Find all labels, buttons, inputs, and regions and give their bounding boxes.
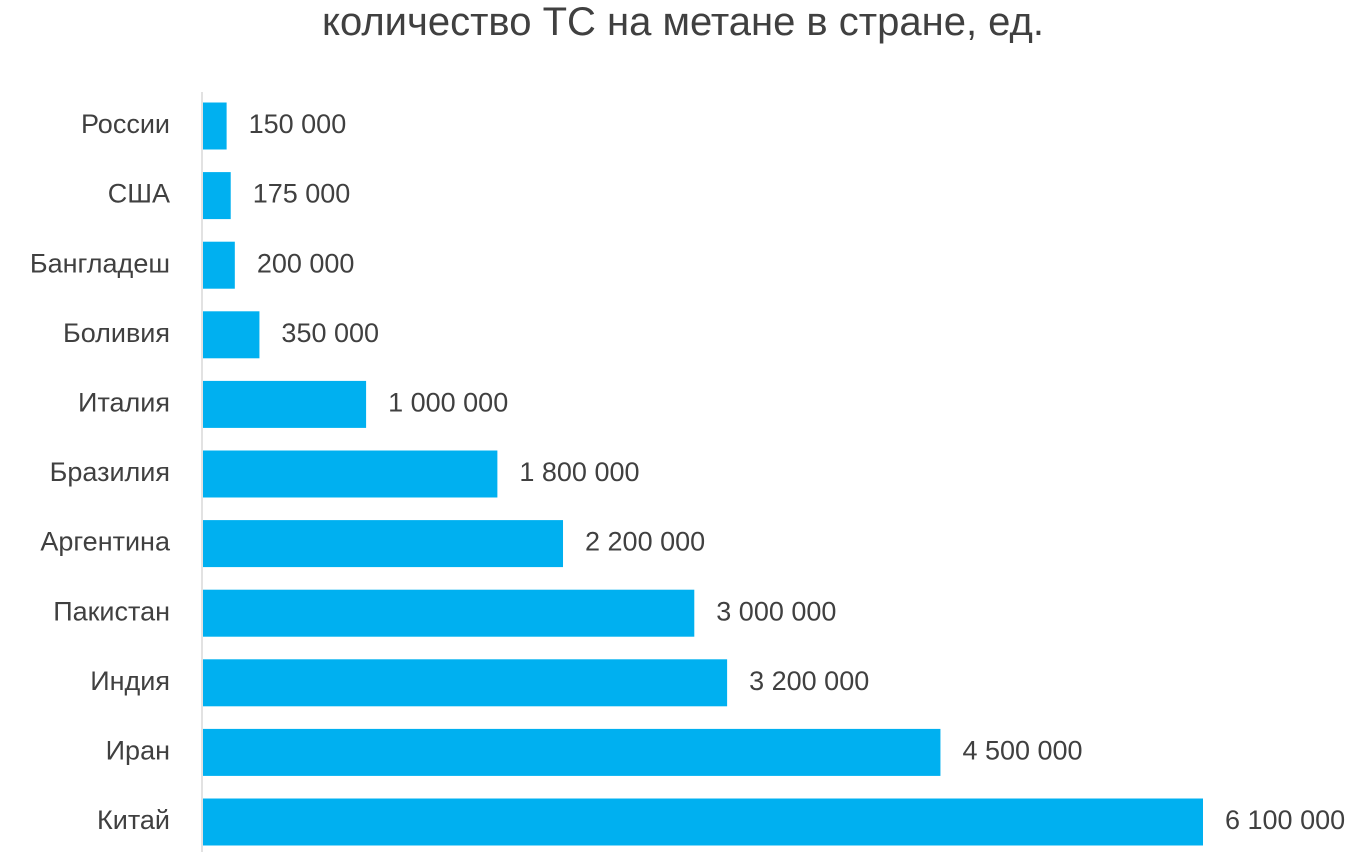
bar-item-3 bbox=[203, 241, 235, 289]
value-label-item-1: 150 000 bbox=[249, 109, 347, 139]
bar-item-8 bbox=[203, 589, 695, 637]
category-label-item-10: Иран bbox=[106, 736, 170, 766]
value-label-item-3: 200 000 bbox=[257, 248, 355, 278]
value-labels-group: 150 000 175 000 200 000 350 000 1 000 000 1 8… bbox=[249, 109, 1346, 835]
category-label-item-11: Китай bbox=[97, 805, 170, 835]
bar-item-7 bbox=[203, 520, 564, 568]
value-label-item-5: 1 000 000 bbox=[388, 388, 508, 418]
category-label-item-6: Бразилия bbox=[50, 457, 170, 487]
bars-group bbox=[203, 102, 1203, 846]
bar-item-1 bbox=[203, 102, 227, 150]
category-label-item-3: Бангладеш bbox=[30, 248, 170, 278]
category-labels-group: России США Бангладеш Боливия Италия Бразилия А… bbox=[30, 109, 171, 835]
bar-item-4 bbox=[203, 311, 260, 359]
chart-title: количество ТС на метане в стране, ед. bbox=[322, 0, 1044, 44]
value-label-item-4: 350 000 bbox=[281, 318, 379, 348]
category-label-item-4: Боливия bbox=[63, 318, 170, 348]
category-label-item-8: Пакистан bbox=[53, 596, 170, 626]
bar-item-6 bbox=[203, 450, 498, 498]
bar-item-11 bbox=[203, 798, 1203, 846]
value-label-item-10: 4 500 000 bbox=[962, 736, 1082, 766]
bar-item-2 bbox=[203, 172, 231, 220]
category-label-item-9: Индия bbox=[90, 666, 170, 696]
bar-item-9 bbox=[203, 659, 728, 707]
value-label-item-7: 2 200 000 bbox=[585, 527, 705, 557]
category-label-item-7: Аргентина bbox=[40, 527, 171, 557]
category-label-item-5: Италия bbox=[78, 388, 170, 418]
value-label-item-8: 3 000 000 bbox=[716, 596, 836, 626]
value-label-item-11: 6 100 000 bbox=[1225, 805, 1345, 835]
bar-item-5 bbox=[203, 380, 367, 428]
value-label-item-6: 1 800 000 bbox=[519, 457, 639, 487]
bar-item-10 bbox=[203, 728, 941, 776]
value-label-item-2: 175 000 bbox=[253, 179, 351, 209]
category-label-item-2: США bbox=[108, 179, 170, 209]
value-label-item-9: 3 200 000 bbox=[749, 666, 869, 696]
category-label-item-1: России bbox=[81, 109, 170, 139]
